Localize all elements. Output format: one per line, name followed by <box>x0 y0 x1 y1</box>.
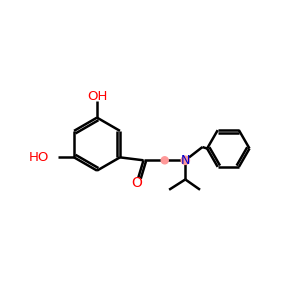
Circle shape <box>181 156 189 164</box>
Text: N: N <box>181 154 190 167</box>
Circle shape <box>161 157 168 164</box>
Text: HO: HO <box>29 151 50 164</box>
Text: OH: OH <box>87 90 107 103</box>
Text: O: O <box>131 176 142 190</box>
